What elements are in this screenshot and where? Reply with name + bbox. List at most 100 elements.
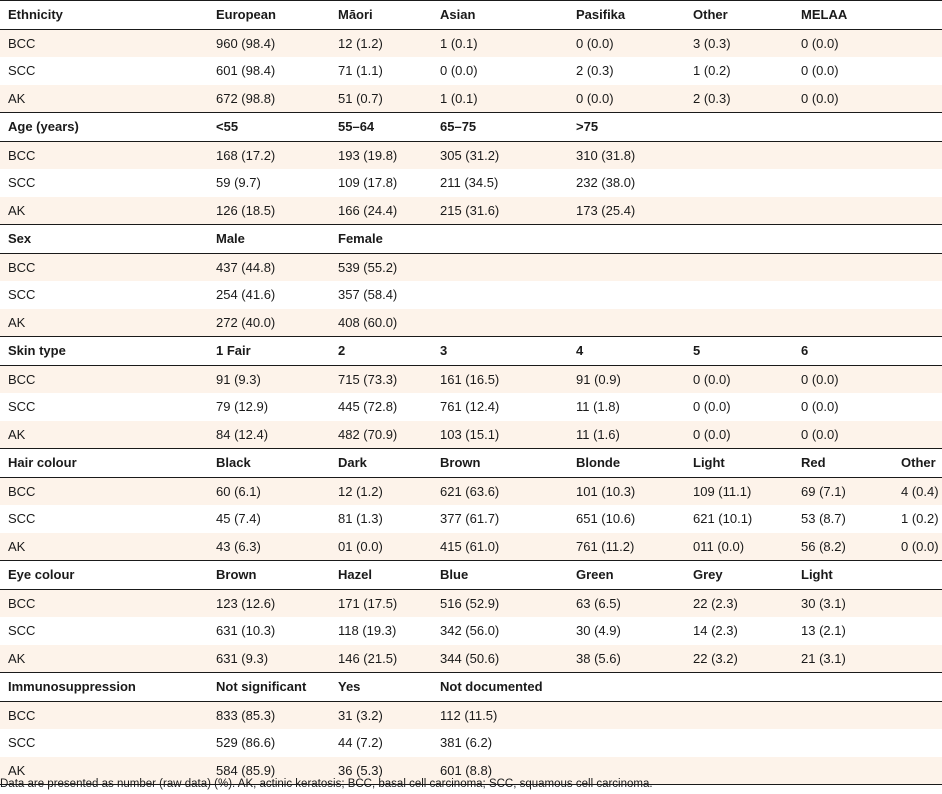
column-header: <55	[208, 112, 330, 142]
table-cell: 357 (58.4)	[330, 281, 432, 309]
section-header-row: Hair colour Black Dark Brown Blonde Light Red O…	[0, 448, 942, 478]
table-cell: 91 (0.9)	[568, 365, 685, 393]
table-row: BCC 168 (17.2) 193 (19.8) 305 (31.2) 310 (31…	[0, 141, 942, 169]
table-cell: 11 (1.8)	[568, 393, 685, 421]
table-cell	[793, 196, 893, 225]
table-cell: 168 (17.2)	[208, 141, 330, 169]
table-cell: 118 (19.3)	[330, 617, 432, 645]
column-header	[793, 224, 893, 254]
table-cell: 631 (9.3)	[208, 644, 330, 673]
row-label: AK	[0, 308, 208, 337]
table-cell	[893, 29, 942, 57]
table-cell: 833 (85.3)	[208, 701, 330, 729]
table-cell: 381 (6.2)	[432, 729, 568, 757]
table-cell: 59 (9.7)	[208, 169, 330, 197]
table-cell: 56 (8.2)	[793, 532, 893, 561]
column-header: 3	[432, 336, 568, 366]
table-cell	[685, 308, 793, 337]
column-header: >75	[568, 112, 685, 142]
row-label: SCC	[0, 617, 208, 645]
table-row: BCC 60 (6.1) 12 (1.2) 621 (63.6) 101 (10.3) 1…	[0, 477, 942, 505]
table-cell	[685, 141, 793, 169]
table-cell: 0 (0.0)	[793, 29, 893, 57]
table-row: SCC 79 (12.9) 445 (72.8) 761 (12.4) 11 (1.8)…	[0, 393, 942, 421]
column-header: Blonde	[568, 448, 685, 478]
table-cell	[568, 756, 685, 785]
column-header: Other	[685, 0, 793, 30]
column-header: Asian	[432, 0, 568, 30]
table-row: AK 631 (9.3) 146 (21.5) 344 (50.6) 38 (5.6) 2…	[0, 644, 942, 673]
table-cell: 960 (98.4)	[208, 29, 330, 57]
table-cell: 539 (55.2)	[330, 253, 432, 281]
table-cell	[793, 756, 893, 785]
table-cell: 103 (15.1)	[432, 420, 568, 449]
table-cell: 621 (63.6)	[432, 477, 568, 505]
table-cell	[893, 393, 942, 421]
row-label: BCC	[0, 253, 208, 281]
table-cell	[893, 420, 942, 449]
table-cell: 621 (10.1)	[685, 505, 793, 533]
table-cell: 171 (17.5)	[330, 589, 432, 617]
table-cell: 415 (61.0)	[432, 532, 568, 561]
table-cell	[685, 701, 793, 729]
table-cell: 232 (38.0)	[568, 169, 685, 197]
table-cell: 60 (6.1)	[208, 477, 330, 505]
table-cell	[793, 141, 893, 169]
table-cell: 601 (98.4)	[208, 57, 330, 85]
table-cell	[893, 644, 942, 673]
table-row: BCC 91 (9.3) 715 (73.3) 161 (16.5) 91 (0.9) 0…	[0, 365, 942, 393]
table-row: SCC 45 (7.4) 81 (1.3) 377 (61.7) 651 (10.6) 6…	[0, 505, 942, 533]
table-cell	[685, 253, 793, 281]
table-cell	[893, 308, 942, 337]
column-header	[893, 672, 942, 702]
table-cell: 437 (44.8)	[208, 253, 330, 281]
row-label: BCC	[0, 701, 208, 729]
table-cell: 161 (16.5)	[432, 365, 568, 393]
column-header	[893, 560, 942, 590]
table-cell	[432, 308, 568, 337]
table-cell: 482 (70.9)	[330, 420, 432, 449]
column-header: MELAA	[793, 0, 893, 30]
column-header: 55–64	[330, 112, 432, 142]
table-cell: 166 (24.4)	[330, 196, 432, 225]
table-cell: 0 (0.0)	[568, 84, 685, 113]
row-label: SCC	[0, 281, 208, 309]
table-cell: 408 (60.0)	[330, 308, 432, 337]
section-title: Immunosuppression	[0, 672, 208, 702]
table-cell	[568, 729, 685, 757]
table-row: AK 84 (12.4) 482 (70.9) 103 (15.1) 11 (1.6) 0…	[0, 420, 942, 449]
table-cell	[685, 281, 793, 309]
table-cell: 43 (6.3)	[208, 532, 330, 561]
table-cell: 2 (0.3)	[685, 84, 793, 113]
column-header	[893, 112, 942, 142]
table-cell: 310 (31.8)	[568, 141, 685, 169]
table-cell: 215 (31.6)	[432, 196, 568, 225]
row-label: SCC	[0, 729, 208, 757]
table-cell: 53 (8.7)	[793, 505, 893, 533]
section-title: Skin type	[0, 336, 208, 366]
table-cell: 0 (0.0)	[432, 57, 568, 85]
table-cell: 0 (0.0)	[793, 84, 893, 113]
column-header: Other	[893, 448, 942, 478]
table-cell	[568, 701, 685, 729]
table-cell: 0 (0.0)	[685, 420, 793, 449]
table-cell	[568, 308, 685, 337]
table-cell	[568, 281, 685, 309]
column-header	[793, 672, 893, 702]
table-row: AK 272 (40.0) 408 (60.0)	[0, 308, 942, 337]
row-label: AK	[0, 644, 208, 673]
table-cell: 71 (1.1)	[330, 57, 432, 85]
table-cell: 254 (41.6)	[208, 281, 330, 309]
table-cell: 01 (0.0)	[330, 532, 432, 561]
table-cell: 81 (1.3)	[330, 505, 432, 533]
table-cell: 715 (73.3)	[330, 365, 432, 393]
table-cell: 36 (5.3)	[330, 756, 432, 785]
column-header: Red	[793, 448, 893, 478]
table-cell	[893, 196, 942, 225]
column-header: Blue	[432, 560, 568, 590]
table-cell: 631 (10.3)	[208, 617, 330, 645]
table-cell: 0 (0.0)	[685, 393, 793, 421]
table-cell: 123 (12.6)	[208, 589, 330, 617]
